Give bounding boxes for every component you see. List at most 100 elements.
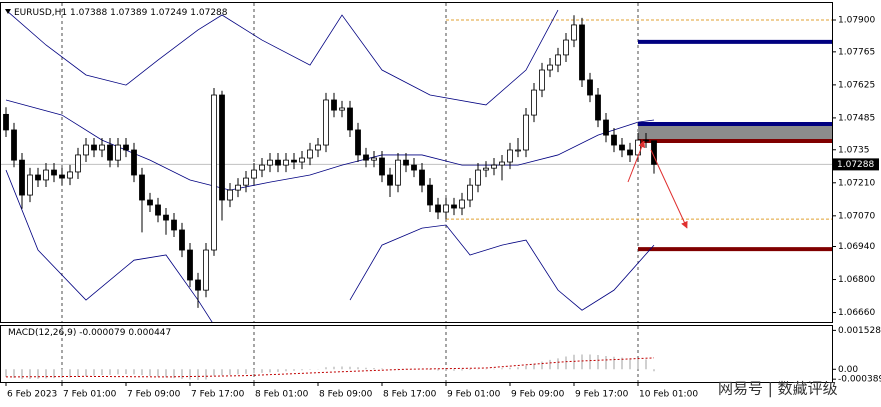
candle-body (603, 119, 609, 136)
candle-body (539, 69, 545, 91)
candle-body (283, 159, 289, 166)
price-panel (0, 3, 832, 322)
candle-body (555, 54, 561, 66)
candle-body (3, 113, 9, 131)
candle-body (275, 159, 281, 166)
signal-value: 0.000447 (128, 328, 171, 338)
candle-body (59, 174, 65, 179)
candle-body (611, 134, 617, 146)
y-tick-label: 1.06940 (838, 242, 875, 252)
candle-body (467, 184, 473, 201)
candle-body (411, 164, 417, 171)
candle-body (347, 107, 353, 131)
macd-panel (5, 326, 655, 382)
candle-body (163, 214, 169, 221)
watermark: 网易号 | 数藏评级 (718, 380, 838, 398)
y-tick-label: 1.07765 (838, 47, 875, 57)
axes: 1.07900 1.07765 1.07625 1.07485 1.0735 1.0721… (5, 15, 881, 400)
candle-body (211, 94, 217, 251)
macd-value: -0.000079 (79, 328, 125, 338)
candle-body (523, 114, 529, 151)
candle-body (595, 94, 601, 121)
candle-body (83, 144, 89, 156)
bollinger-band (5, 9, 559, 106)
macd-frame (0, 325, 833, 383)
candle-body (27, 174, 33, 196)
candle-body (483, 167, 489, 171)
candle-body (395, 159, 401, 186)
price-frame (0, 2, 833, 323)
candle-body (91, 144, 97, 151)
y-tick-label: 1.07210 (838, 178, 875, 188)
candle-body (435, 204, 441, 213)
candle-body (491, 164, 497, 169)
candle-body (227, 189, 233, 201)
candle-body (107, 144, 113, 161)
candle-body (43, 169, 49, 181)
candle-body (179, 229, 185, 251)
candle-body (323, 99, 329, 146)
high: 1.07389 (110, 8, 147, 18)
y-tick-label: 1.06800 (838, 275, 875, 285)
candle-body (459, 199, 465, 209)
y-tick-label: 1.07070 (838, 211, 875, 221)
candle-body (51, 169, 57, 176)
candle-body (115, 144, 121, 161)
candle-body (355, 129, 361, 156)
candle-body (99, 144, 105, 151)
candle-body (123, 144, 129, 151)
low: 1.07249 (150, 8, 187, 18)
x-tick-label: 10 Feb 01:00 (639, 390, 698, 400)
y-tick-label: 1.0735 (838, 145, 870, 155)
candle-body (307, 149, 313, 159)
macd-header: MACD(12,26,9) -0.000079 0.000447 (8, 328, 171, 338)
candle-body (627, 149, 633, 156)
annotation-arrow (627, 140, 645, 183)
candle-body (563, 39, 569, 56)
candle-body (643, 139, 649, 142)
price-zone (638, 124, 832, 142)
candle-body (291, 159, 297, 163)
candle-body (147, 199, 153, 206)
candle-body (243, 177, 249, 186)
y-tick-label: 1.06660 (838, 308, 875, 318)
candle-body (371, 157, 377, 161)
candle-body (379, 157, 385, 176)
x-tick-label: 7 Feb 01:00 (63, 390, 117, 400)
candle-body (35, 174, 41, 181)
candle-body (339, 107, 345, 111)
candle-body (187, 249, 193, 281)
open: 1.07388 (70, 8, 107, 18)
candle-body (571, 24, 577, 41)
candle-body (651, 140, 657, 165)
header: EURUSD,H1 1.07388 1.07389 1.07249 1.0728… (14, 8, 228, 18)
current-price-label: 1.07288 (837, 160, 874, 170)
x-tick-label: 9 Feb 17:00 (575, 390, 629, 400)
menu-triangle (5, 9, 11, 14)
candle-body (387, 174, 393, 186)
x-tick-label: 8 Feb 09:00 (319, 390, 373, 400)
macd-label: MACD(12,26,9) (8, 328, 76, 338)
symbol: EURUSD,H1 (14, 8, 67, 18)
candle-body (195, 279, 201, 291)
candle-body (299, 157, 305, 163)
close: 1.07288 (190, 8, 227, 18)
current-price-box (833, 158, 879, 171)
candle-body (67, 171, 73, 179)
candle-body (203, 249, 209, 291)
x-tick-label: 6 Feb 2023 (7, 390, 57, 400)
y-tick-label: 1.07625 (838, 80, 875, 90)
macd-y-tick-label: -0.000389 (838, 375, 881, 385)
candle-body (547, 64, 553, 71)
candle-body (451, 204, 457, 209)
candle-body (427, 184, 433, 206)
x-tick-label: 8 Feb 17:00 (383, 390, 437, 400)
candle-body (363, 154, 369, 161)
y-tick-label: 1.07900 (838, 15, 875, 25)
candle-body (155, 204, 161, 216)
candle-body (475, 169, 481, 186)
x-tick-label: 7 Feb 17:00 (191, 390, 245, 400)
candle-body (75, 154, 81, 173)
candle-body (235, 184, 241, 191)
